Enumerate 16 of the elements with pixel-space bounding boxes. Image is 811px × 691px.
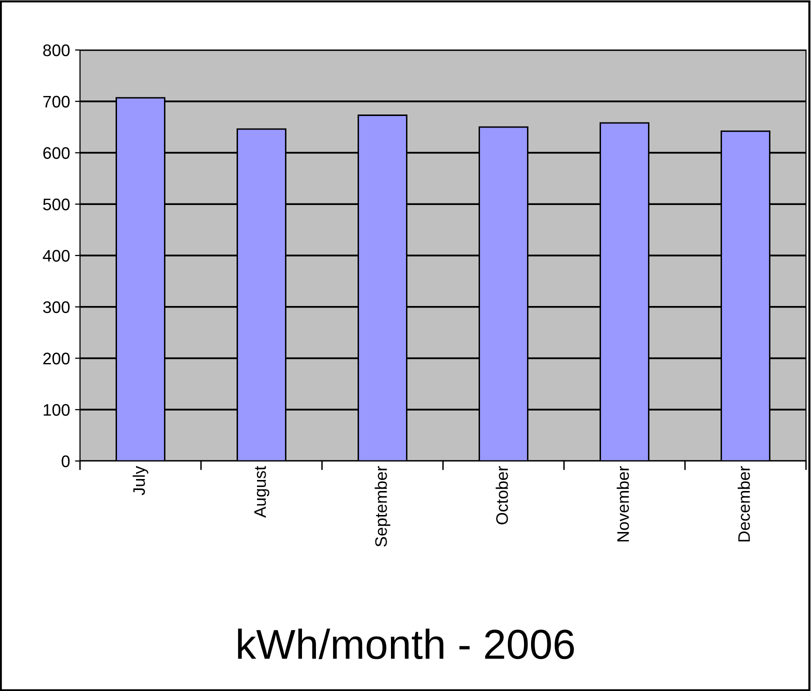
text: kWh/month - 2006 [238, 628, 574, 660]
x-tick-label: October [496, 466, 508, 524]
y-tick-label: 100 [44, 404, 70, 416]
y-tick-label: 600 [43, 147, 70, 159]
x-tick-label: August [254, 466, 270, 518]
x-tick-label: November [616, 466, 629, 542]
y-tick-label: 700 [43, 96, 70, 108]
x-tick-label: December [738, 466, 750, 542]
y-tick-label: 400 [42, 250, 70, 262]
y-tick-label: 200 [43, 352, 70, 364]
y-tick-label: 500 [43, 198, 70, 210]
x-tick-label: September [374, 466, 390, 547]
y-tick-label: 300 [43, 301, 70, 314]
x-tick-label: July [132, 466, 148, 496]
y-tick-label: 0 [62, 455, 70, 468]
y-tick-label: 800 [43, 44, 70, 56]
